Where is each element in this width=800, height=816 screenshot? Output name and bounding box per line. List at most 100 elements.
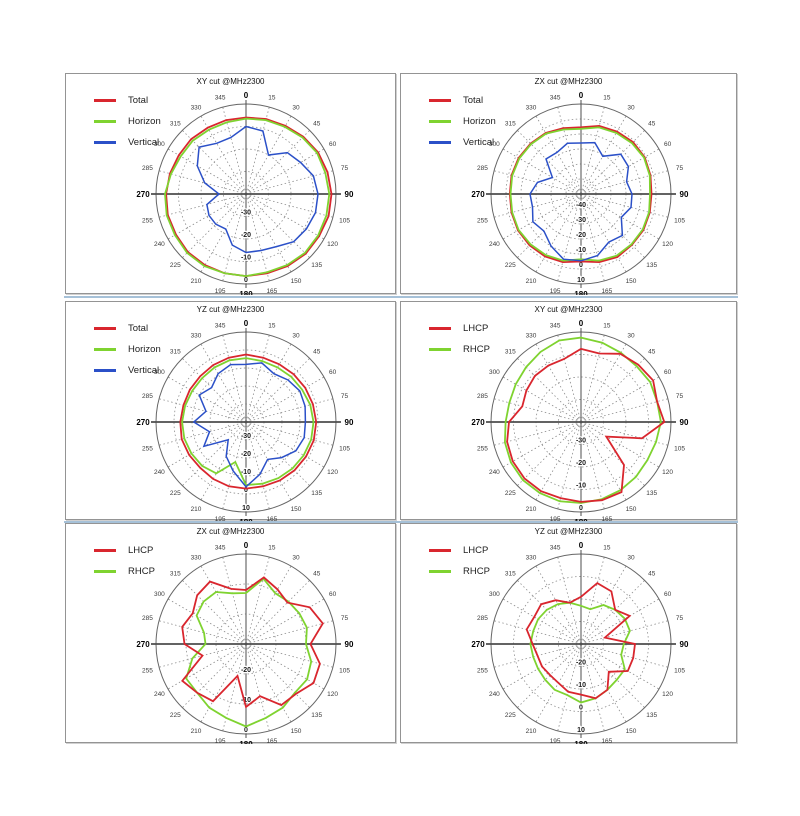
legend-label: Horizon <box>128 344 161 355</box>
svg-text:195: 195 <box>550 288 561 295</box>
svg-text:0: 0 <box>244 319 249 328</box>
svg-text:255: 255 <box>477 446 488 453</box>
svg-text:15: 15 <box>603 545 611 552</box>
polar-chart-zx-total: 0 15 30 45 60 75 90 105 120 135 150 165 180 195 210 225… <box>471 91 689 295</box>
svg-text:0: 0 <box>579 541 584 550</box>
svg-text:45: 45 <box>648 120 656 127</box>
legend-swatch <box>94 549 116 552</box>
svg-text:210: 210 <box>526 278 537 285</box>
svg-text:-30: -30 <box>241 433 251 440</box>
svg-text:240: 240 <box>154 691 165 698</box>
legend-swatch <box>429 348 451 351</box>
svg-text:165: 165 <box>601 288 612 295</box>
svg-text:0: 0 <box>579 505 583 512</box>
chart-title: YZ cut @MHz2300 <box>534 527 603 536</box>
chart-title: YZ cut @MHz2300 <box>196 305 265 314</box>
svg-text:15: 15 <box>268 95 276 102</box>
svg-text:15: 15 <box>603 323 611 330</box>
chart-title: XY cut @MHz2300 <box>196 77 265 86</box>
svg-text:285: 285 <box>142 165 153 172</box>
legend-item-lhcp: LHCP <box>94 540 155 561</box>
legend-label: LHCP <box>128 545 154 556</box>
svg-text:45: 45 <box>313 570 321 577</box>
svg-text:135: 135 <box>646 712 657 719</box>
svg-text:345: 345 <box>550 545 561 552</box>
svg-text:10: 10 <box>577 277 585 284</box>
legend-item-vertical: Vertical <box>94 132 161 153</box>
legend-label: RHCP <box>463 566 490 577</box>
svg-text:270: 270 <box>136 418 150 427</box>
svg-text:30: 30 <box>292 333 300 340</box>
svg-text:330: 330 <box>526 105 537 112</box>
svg-text:0: 0 <box>579 705 583 712</box>
svg-text:180: 180 <box>574 740 588 744</box>
svg-text:105: 105 <box>674 218 685 225</box>
svg-text:75: 75 <box>676 165 684 172</box>
svg-text:240: 240 <box>154 241 165 248</box>
legend-label: Horizon <box>463 116 496 127</box>
svg-text:135: 135 <box>311 262 322 269</box>
svg-text:45: 45 <box>648 570 656 577</box>
svg-text:30: 30 <box>627 333 635 340</box>
svg-text:105: 105 <box>339 218 350 225</box>
svg-text:165: 165 <box>266 288 277 295</box>
svg-text:180: 180 <box>239 290 253 295</box>
svg-text:315: 315 <box>170 120 181 127</box>
polar-chart-yz-circular: 0 15 30 45 60 75 90 105 120 135 150 165 180 195 210 225… <box>471 541 689 744</box>
svg-text:-10: -10 <box>576 682 586 689</box>
legend-item-horizon: Horizon <box>94 111 161 132</box>
legend-swatch <box>94 120 116 123</box>
svg-text:150: 150 <box>626 728 637 735</box>
svg-text:120: 120 <box>327 241 338 248</box>
svg-text:330: 330 <box>191 333 202 340</box>
svg-text:0: 0 <box>244 541 249 550</box>
svg-text:210: 210 <box>526 728 537 735</box>
svg-text:-20: -20 <box>241 232 251 239</box>
polar-chart-xy-total: 0 15 30 45 60 75 90 105 120 135 150 165 180 195 210 225… <box>136 91 354 295</box>
svg-text:180: 180 <box>574 518 588 521</box>
svg-text:330: 330 <box>526 555 537 562</box>
chart-title: ZX cut @MHz2300 <box>196 527 265 536</box>
legend-item-total: Total <box>94 318 161 339</box>
legend-item-horizon: Horizon <box>94 339 161 360</box>
chart-panel-yz-circular: YZ cut @MHz2300 LHCP RHCP 0 15 30 45 60 75 90 1… <box>400 523 737 744</box>
svg-text:60: 60 <box>664 591 672 598</box>
svg-text:315: 315 <box>170 570 181 577</box>
svg-text:300: 300 <box>154 141 165 148</box>
polar-chart-zx-circular: 0 15 30 45 60 75 90 105 120 135 150 165 180 195 210 225… <box>136 541 354 744</box>
legend-label: Total <box>128 323 149 334</box>
svg-text:270: 270 <box>471 640 485 649</box>
chart-legend: Total Horizon Vertical <box>94 90 161 153</box>
svg-text:60: 60 <box>329 591 337 598</box>
legend-swatch <box>429 570 451 573</box>
chart-panel-zx-total: ZX cut @MHz2300 Total Horizon Vertical 0… <box>400 73 737 295</box>
svg-text:255: 255 <box>142 218 153 225</box>
legend-label: Total <box>463 95 484 106</box>
svg-text:315: 315 <box>505 570 516 577</box>
svg-text:345: 345 <box>215 323 226 330</box>
svg-text:135: 135 <box>311 712 322 719</box>
legend-item-vertical: Vertical <box>94 360 161 381</box>
svg-text:15: 15 <box>268 545 276 552</box>
svg-text:255: 255 <box>477 668 488 675</box>
svg-text:105: 105 <box>339 668 350 675</box>
svg-text:120: 120 <box>662 469 673 476</box>
svg-text:105: 105 <box>674 446 685 453</box>
svg-text:315: 315 <box>505 348 516 355</box>
svg-text:315: 315 <box>505 120 516 127</box>
svg-text:345: 345 <box>215 95 226 102</box>
svg-text:-10: -10 <box>576 483 586 490</box>
svg-text:300: 300 <box>489 369 500 376</box>
svg-text:90: 90 <box>345 640 354 649</box>
svg-text:150: 150 <box>291 278 302 285</box>
svg-text:30: 30 <box>627 105 635 112</box>
svg-text:165: 165 <box>266 516 277 521</box>
svg-text:-20: -20 <box>241 667 251 674</box>
svg-text:255: 255 <box>142 668 153 675</box>
svg-text:345: 345 <box>550 95 561 102</box>
chart-legend: LHCP RHCP <box>94 540 155 582</box>
chart-panel-xy-total: XY cut @MHz2300 Total Horizon Vertical 0… <box>65 73 396 295</box>
svg-text:225: 225 <box>505 262 516 269</box>
svg-text:75: 75 <box>676 615 684 622</box>
svg-text:0: 0 <box>244 727 248 734</box>
